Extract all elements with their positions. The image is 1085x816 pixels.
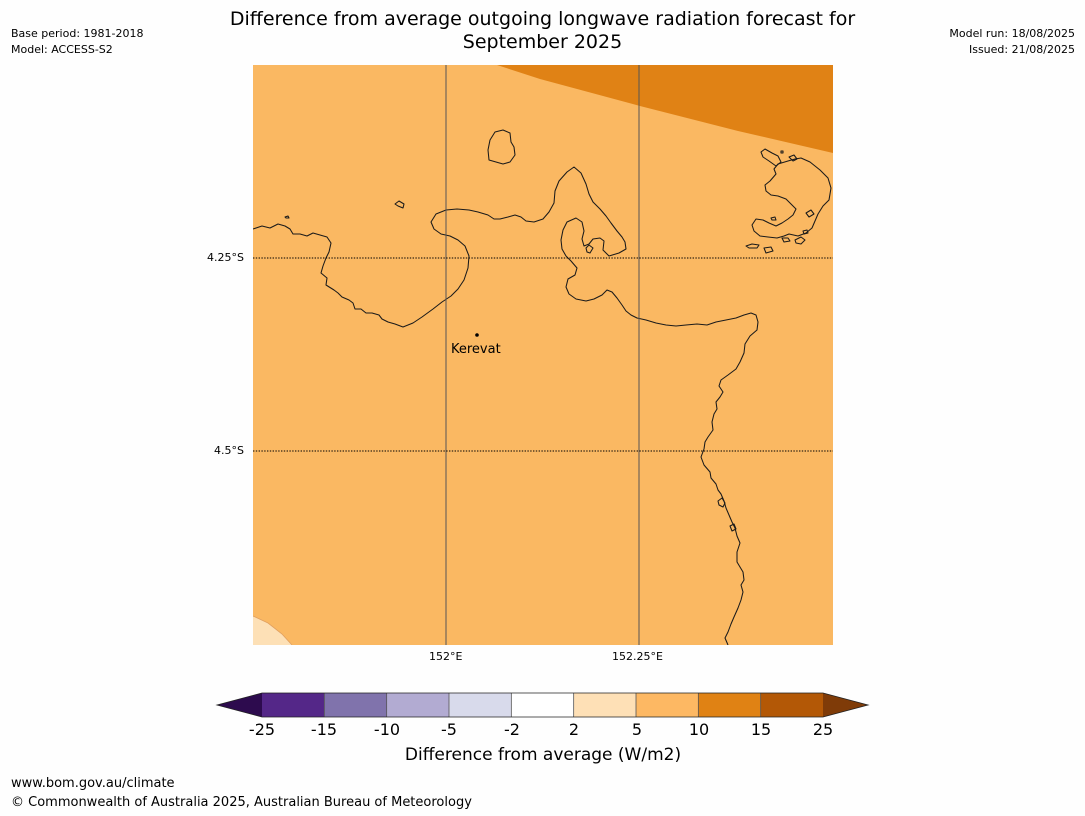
place-marker-kerevat	[475, 333, 479, 337]
lat-label-4-5: 4.5°S	[214, 444, 244, 457]
place-label-kerevat: Kerevat	[451, 342, 501, 357]
coastline-island	[487, 129, 516, 165]
colorbar-tick-label: 2	[568, 720, 580, 739]
colorbar-tick-label: -10	[373, 720, 401, 739]
colorbar-segment	[262, 693, 325, 717]
coastline-islet	[745, 243, 760, 249]
coastline-islet	[284, 215, 290, 219]
coastlines	[253, 129, 832, 645]
colorbar-segment	[511, 693, 574, 717]
colorbar	[215, 692, 870, 718]
colorbar-title: Difference from average (W/m2)	[404, 745, 682, 765]
colorbar-segment	[698, 693, 761, 717]
colorbar-tick-label: -5	[441, 720, 457, 739]
coastline-islet	[770, 216, 777, 221]
coastline-islet	[781, 237, 791, 243]
metadata-left: Base period: 1981-2018 Model: ACCESS-S2	[11, 26, 143, 58]
colorbar-tick-label: -2	[504, 720, 520, 739]
colorbar-segment	[573, 693, 636, 717]
colorbar-tick-label: 15	[750, 720, 772, 739]
colorbar-segment	[636, 693, 699, 717]
graticule	[253, 65, 833, 645]
anomaly-fill-2-5	[253, 616, 292, 645]
title-line-2: September 2025	[462, 31, 623, 53]
model-text: Model: ACCESS-S2	[11, 43, 113, 56]
coastline-islet	[805, 209, 815, 218]
lon-label-152: 152°E	[429, 650, 463, 663]
base-period-text: Base period: 1981-2018	[11, 27, 144, 40]
colorbar-segment	[324, 693, 387, 717]
coastline-islet	[763, 246, 774, 254]
map-panel	[253, 65, 833, 645]
issued-text: Issued: 21/08/2025	[968, 43, 1075, 56]
coastline-islet	[780, 150, 784, 154]
model-run-text: Model run: 18/08/2025	[949, 27, 1075, 40]
coastline-island	[751, 157, 832, 239]
colorbar-tick-label: 10	[688, 720, 710, 739]
colorbar-outline	[215, 692, 870, 718]
colorbar-segment	[760, 693, 823, 717]
coastline-islet	[394, 200, 405, 209]
colorbar-extension-low	[217, 693, 262, 717]
footer-url: www.bom.gov.au/climate	[11, 776, 175, 791]
colorbar-tick-label: 25	[812, 720, 834, 739]
anomaly-fill-10-15	[497, 65, 833, 153]
coastline-island	[760, 148, 782, 167]
chart-title: Difference from average outgoing longwav…	[190, 8, 895, 54]
anomaly-contour	[253, 615, 293, 645]
lat-label-4-25: 4.25°S	[207, 251, 244, 264]
coastline-main	[253, 166, 759, 645]
footer-copyright: © Commonwealth of Australia 2025, Austra…	[11, 795, 472, 810]
anomaly-fill-5-10	[253, 65, 833, 645]
title-line-1: Difference from average outgoing longwav…	[229, 8, 856, 30]
colorbar-tick-label: 5	[631, 720, 643, 739]
colorbar-segment	[386, 693, 449, 717]
metadata-right: Model run: 18/08/2025 Issued: 21/08/2025	[949, 26, 1075, 58]
coastline-islet	[717, 497, 726, 508]
coastline-islet	[802, 229, 809, 235]
coastline-islet	[794, 236, 806, 245]
colorbar-extension-high	[823, 693, 868, 717]
lon-label-152-25: 152.25°E	[612, 650, 663, 663]
colorbar-tick-label: -25	[248, 720, 276, 739]
colorbar-segment	[449, 693, 512, 717]
coastline-islet	[729, 523, 737, 532]
colorbar-tick-label: -15	[310, 720, 338, 739]
coastline-islet	[585, 244, 594, 254]
